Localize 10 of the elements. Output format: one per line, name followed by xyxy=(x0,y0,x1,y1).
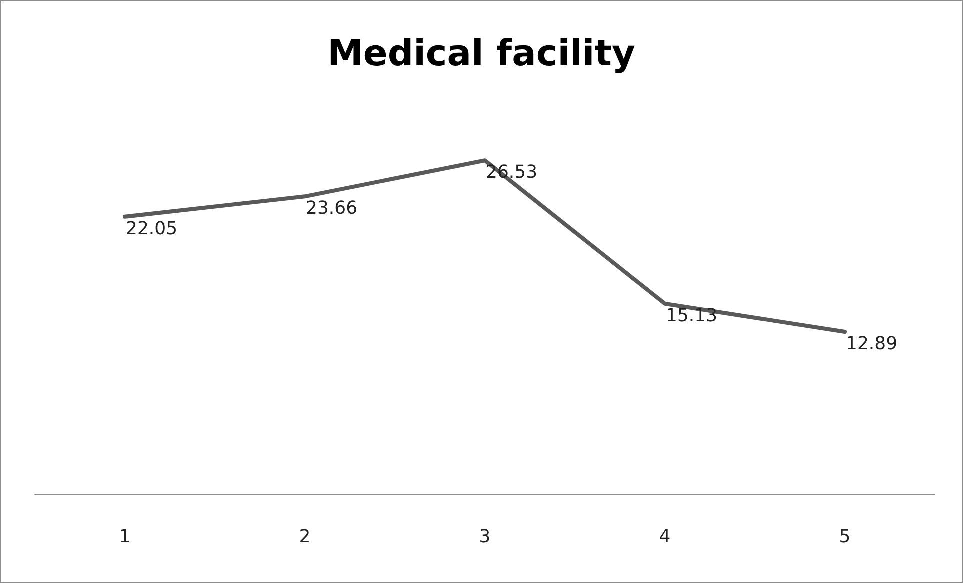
chart-title: Medical facility xyxy=(328,34,636,74)
data-label: 15.13 xyxy=(666,305,718,326)
data-label: 23.66 xyxy=(306,198,358,220)
x-tick-label: 1 xyxy=(119,526,131,548)
x-tick-label: 2 xyxy=(299,526,311,548)
data-label: 12.89 xyxy=(846,334,898,355)
x-tick-label: 4 xyxy=(659,526,671,548)
data-label: 22.05 xyxy=(126,218,178,240)
x-tick-label: 3 xyxy=(479,526,491,548)
x-tick-label: 5 xyxy=(839,526,851,548)
